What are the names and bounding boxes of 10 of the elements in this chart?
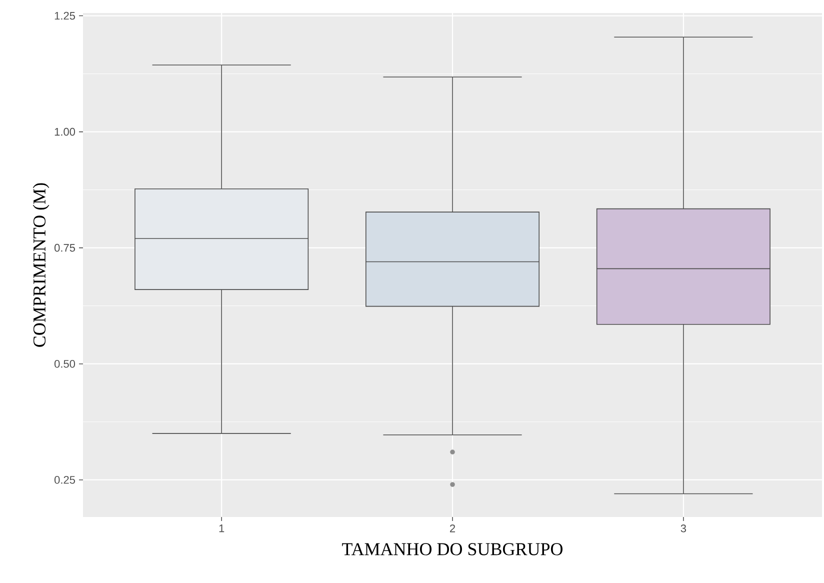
y-axis-title: COMPRIMENTO (M): [32, 183, 50, 347]
y-tick-label: 0.50: [54, 360, 76, 368]
x-tick-label: 1: [219, 524, 224, 532]
x-axis-title: TAMANHO DO SUBGRUPO: [342, 543, 563, 556]
y-tick-label: 0.25: [54, 476, 76, 484]
x-tick-label: 2: [450, 524, 456, 532]
y-tick-label: 1.00: [54, 128, 76, 136]
y-tick-label: 0.75: [54, 244, 76, 252]
y-tick-label: 1.25: [54, 12, 76, 20]
x-tick-label: 3: [680, 524, 686, 532]
